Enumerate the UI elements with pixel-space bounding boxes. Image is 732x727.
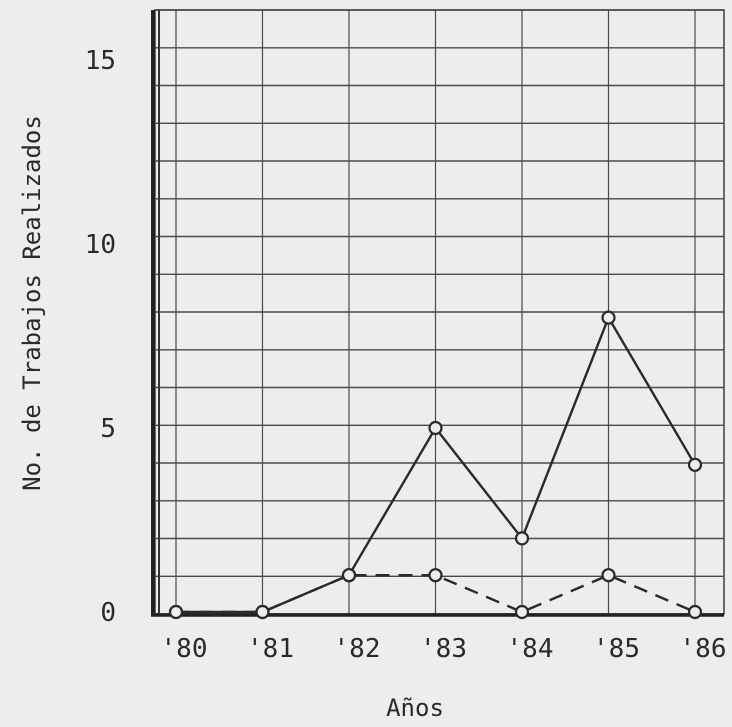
axes [151, 10, 724, 617]
data-point-series-1 [687, 457, 703, 472]
data-point-series-2 [687, 604, 703, 620]
data-point-series-2 [341, 568, 357, 583]
data-point-series-2 [601, 568, 616, 583]
data-point-series-2 [168, 604, 184, 620]
data-point-series-2 [514, 604, 530, 620]
data-point-series-2 [428, 568, 443, 583]
y-tick-label: 0 [100, 598, 116, 628]
x-tick-label: '83 [420, 634, 467, 664]
data-point-series-2 [255, 604, 270, 620]
data-point-series-1 [514, 531, 530, 546]
x-tick-label: '84 [507, 634, 554, 664]
y-axis-label: No. de Trabajos Realizados [18, 115, 46, 491]
x-axis-label: Años [386, 694, 444, 722]
data-point-series-1 [428, 420, 443, 436]
x-tick-label: '81 [247, 634, 294, 664]
x-tick-label: '85 [593, 634, 640, 664]
tick-labels: '80 '81 '82 '83 '84 '85 '86 0 5 10 15 [85, 46, 727, 664]
data-markers [168, 310, 703, 620]
data-point-series-1 [601, 310, 616, 325]
y-tick-label: 10 [85, 230, 116, 260]
y-tick-label: 5 [100, 414, 116, 444]
x-tick-label: '82 [334, 634, 381, 664]
grid [154, 9, 725, 615]
x-tick-label: '80 [161, 634, 208, 664]
y-tick-label: 15 [85, 46, 116, 76]
x-tick-label: '86 [680, 634, 727, 664]
